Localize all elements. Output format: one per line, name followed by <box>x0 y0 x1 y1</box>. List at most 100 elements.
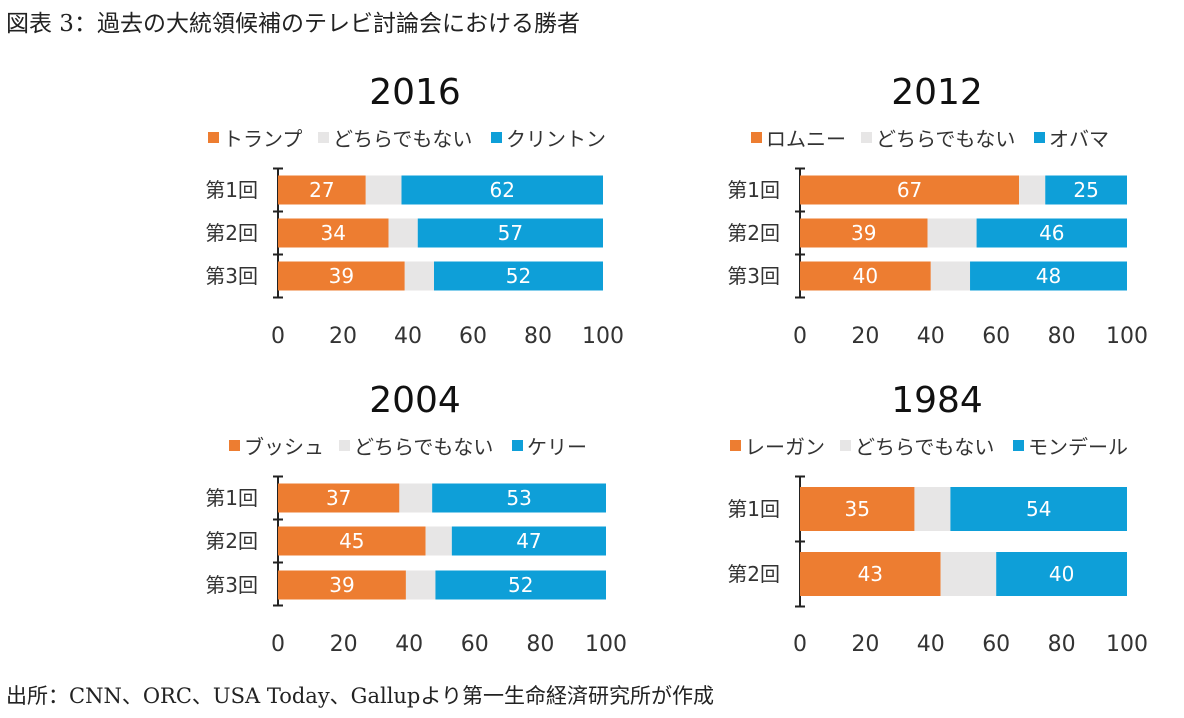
x-tick-label: 20 <box>330 632 358 657</box>
bar-segment <box>451 526 606 556</box>
bar-segment <box>800 552 941 596</box>
bar-segment <box>278 483 400 513</box>
x-tick-label: 100 <box>585 632 627 657</box>
chart-title: 2004 <box>369 380 461 421</box>
legend: ロムニー どちらでもない オバマ <box>751 127 1109 151</box>
x-tick-label: 0 <box>793 324 807 349</box>
bar-segment <box>800 487 915 531</box>
bar-segment <box>278 526 426 556</box>
data-label: 67 <box>897 178 922 202</box>
data-label: 39 <box>329 264 354 288</box>
category-label: 第3回 <box>727 264 780 288</box>
legend-label: モンデール <box>1028 435 1128 459</box>
x-tick-label: 60 <box>461 632 489 657</box>
bar-segment <box>278 570 406 600</box>
legend-swatch <box>512 440 523 451</box>
category-label: 第3回 <box>205 573 258 597</box>
legend-label: どちらでもない <box>333 127 472 151</box>
legend-label: ブッシュ <box>244 435 324 459</box>
bar-segment <box>800 175 1020 205</box>
x-tick-label: 100 <box>582 324 624 349</box>
x-tick-label: 60 <box>459 324 487 349</box>
bar-segment <box>365 175 402 205</box>
x-tick-label: 80 <box>526 632 554 657</box>
chart-title: 1984 <box>891 380 983 421</box>
bar-segment <box>927 218 977 248</box>
data-label: 27 <box>309 178 334 202</box>
data-label: 39 <box>851 221 876 245</box>
bar-segment <box>950 487 1127 531</box>
bar-segment <box>432 483 606 513</box>
bar-segment <box>388 218 418 248</box>
bar-segment <box>970 261 1127 291</box>
bar-segment <box>914 487 951 531</box>
data-label: 47 <box>516 529 541 553</box>
data-label: 37 <box>326 486 351 510</box>
legend-swatch <box>339 440 350 451</box>
bar-segment <box>976 218 1127 248</box>
data-label: 54 <box>1026 497 1051 521</box>
x-tick-label: 100 <box>1106 632 1148 657</box>
bar-segment <box>800 218 928 248</box>
legend-label: ロムニー <box>766 127 846 151</box>
category-label: 第2回 <box>727 221 780 245</box>
legend-swatch <box>208 132 219 143</box>
category-label: 第1回 <box>205 178 258 202</box>
bar-segment <box>800 261 931 291</box>
category-label: 第1回 <box>205 486 258 510</box>
data-label: 40 <box>1049 562 1074 586</box>
bar-segment <box>425 526 452 556</box>
legend-swatch <box>491 132 502 143</box>
legend-swatch <box>1034 132 1045 143</box>
legend-swatch <box>751 132 762 143</box>
legend: レーガン どちらでもない モンデール <box>730 435 1128 459</box>
x-tick-label: 0 <box>271 632 285 657</box>
data-label: 48 <box>1036 264 1061 288</box>
bar-segment <box>399 483 433 513</box>
data-label: 40 <box>853 264 878 288</box>
legend-label: クリントン <box>506 127 606 151</box>
bar-segment <box>278 261 405 291</box>
legend-swatch <box>229 440 240 451</box>
bar-segment <box>417 218 603 248</box>
data-label: 57 <box>498 221 523 245</box>
bar-segment <box>278 218 389 248</box>
data-label: 62 <box>490 178 515 202</box>
legend: ブッシュ どちらでもない ケリー <box>229 435 587 459</box>
x-tick-label: 20 <box>851 632 879 657</box>
data-label: 35 <box>844 497 869 521</box>
legend: トランプ どちらでもない クリントン <box>208 127 606 151</box>
x-tick-label: 80 <box>524 324 552 349</box>
x-tick-label: 40 <box>917 632 945 657</box>
legend-swatch <box>861 132 872 143</box>
bar-segment <box>940 552 997 596</box>
legend-label: どちらでもない <box>876 127 1015 151</box>
x-tick-label: 40 <box>395 632 423 657</box>
bar-segment <box>434 261 603 291</box>
category-label: 第2回 <box>205 529 258 553</box>
bar-segment <box>930 261 971 291</box>
category-label: 第1回 <box>727 178 780 202</box>
x-tick-label: 40 <box>917 324 945 349</box>
legend-label: トランプ <box>223 127 302 151</box>
legend-swatch <box>730 440 741 451</box>
bar-segment <box>404 261 434 291</box>
bar-segment <box>278 175 366 205</box>
bar-segment <box>435 570 606 600</box>
data-label: 45 <box>339 529 364 553</box>
source-note: 出所：CNN、ORC、USA Today、Gallupより第一生命経済研究所が作… <box>6 684 714 708</box>
legend-swatch <box>1013 440 1024 451</box>
data-label: 39 <box>329 573 354 597</box>
chart-title: 2012 <box>891 72 983 113</box>
category-label: 第2回 <box>205 221 258 245</box>
data-label: 34 <box>321 221 346 245</box>
legend-label: どちらでもない <box>855 435 994 459</box>
legend-label: どちらでもない <box>354 435 493 459</box>
category-label: 第2回 <box>727 562 780 586</box>
category-label: 第3回 <box>205 264 258 288</box>
